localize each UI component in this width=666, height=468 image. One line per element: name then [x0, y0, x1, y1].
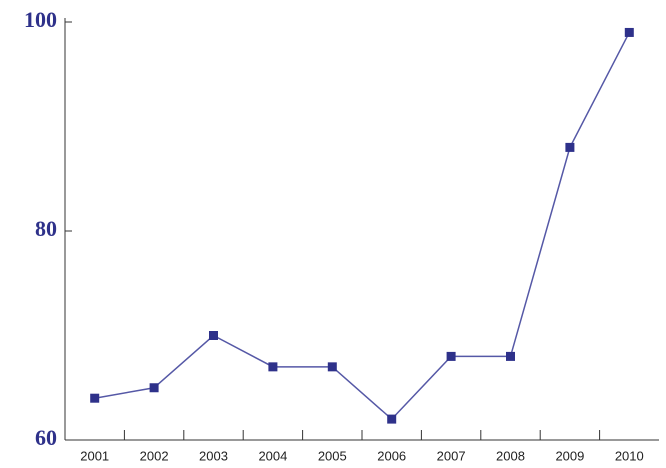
- data-point: [209, 331, 218, 340]
- x-tick-label: 2002: [140, 448, 169, 463]
- data-point: [565, 142, 575, 152]
- y-tick-label: 60: [35, 425, 57, 450]
- y-tick-label: 80: [35, 216, 57, 241]
- data-point: [90, 393, 100, 403]
- x-tick-label: 2003: [199, 448, 228, 463]
- data-point: [446, 351, 456, 361]
- data-point: [149, 383, 159, 393]
- data-point: [506, 351, 515, 361]
- x-tick-label: 2006: [377, 448, 406, 463]
- x-tick-label: 2010: [615, 448, 644, 463]
- x-tick-label: 2001: [80, 448, 109, 463]
- data-point: [327, 362, 337, 372]
- data-point: [624, 27, 634, 37]
- y-tick-label: 100: [24, 7, 57, 32]
- x-tick-label: 2009: [555, 448, 584, 463]
- data-point: [268, 362, 278, 372]
- data-line: [94, 32, 630, 421]
- x-tick-label: 2005: [318, 448, 347, 463]
- x-tick-label: 2007: [437, 448, 466, 463]
- x-tick-label: 2008: [496, 448, 525, 463]
- x-tick-label: 2004: [258, 448, 287, 463]
- data-point: [387, 414, 397, 424]
